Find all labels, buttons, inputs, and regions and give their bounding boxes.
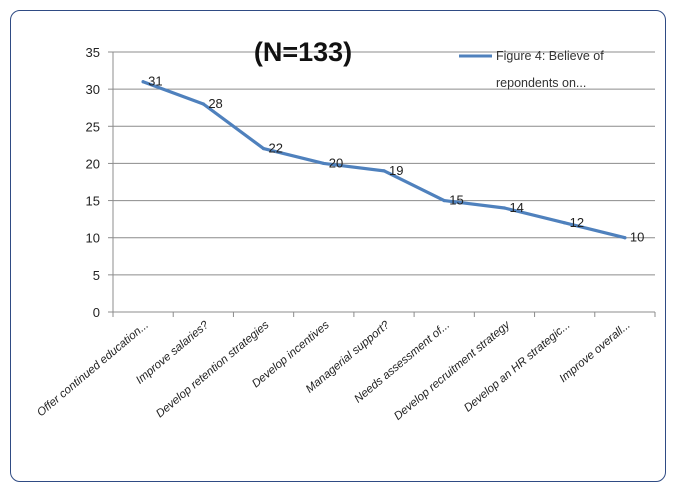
axes xyxy=(112,52,655,313)
y-tick-label: 10 xyxy=(86,231,100,246)
y-tick-label: 35 xyxy=(86,45,100,60)
x-tick-label: Develop retention strategies xyxy=(154,319,272,420)
data-point xyxy=(442,198,446,203)
line-chart: 0 5 10 15 20 25 30 35 Offer continued education… xyxy=(35,37,656,423)
legend: Figure 4: Believe of repondents on... xyxy=(459,49,604,90)
y-tick-label: 15 xyxy=(86,194,100,209)
y-tick-label: 25 xyxy=(86,119,100,134)
data-label: 10 xyxy=(630,230,644,245)
y-tick-label: 0 xyxy=(93,305,100,320)
y-tick-label: 20 xyxy=(86,156,100,171)
data-point xyxy=(201,102,205,106)
data-label: 12 xyxy=(570,215,584,230)
data-labels: 31 28 22 20 19 15 14 12 10 xyxy=(148,74,644,245)
data-label: 22 xyxy=(269,141,283,156)
data-label: 20 xyxy=(329,155,343,170)
x-axis-ticks: Offer continued education...Improve sala… xyxy=(35,312,656,423)
data-point xyxy=(563,221,567,225)
data-label: 31 xyxy=(148,74,162,89)
data-point xyxy=(623,236,627,240)
data-label: 14 xyxy=(509,200,523,215)
data-point xyxy=(322,161,326,166)
data-label: 19 xyxy=(389,163,403,178)
data-point xyxy=(502,206,507,210)
data-point xyxy=(261,146,266,151)
data-label: 28 xyxy=(208,96,222,111)
data-point xyxy=(141,80,145,84)
y-axis-ticks: 0 5 10 15 20 25 30 35 xyxy=(86,45,113,320)
x-tick-label: Offer continued education... xyxy=(35,319,151,419)
data-point xyxy=(382,169,386,173)
legend-entry-line2: repondents on... xyxy=(496,76,586,90)
y-tick-label: 30 xyxy=(86,82,100,97)
y-tick-label: 5 xyxy=(93,268,100,283)
legend-entry-line1: Figure 4: Believe of xyxy=(496,49,604,63)
data-label: 15 xyxy=(449,193,463,208)
chart-title: (N=133) xyxy=(254,37,352,67)
grid-lines xyxy=(113,51,655,276)
x-tick-label: Develop an HR strategic... xyxy=(462,319,573,414)
series-lines xyxy=(141,80,627,240)
x-tick-label: Develop recruitment strategy xyxy=(392,318,513,422)
